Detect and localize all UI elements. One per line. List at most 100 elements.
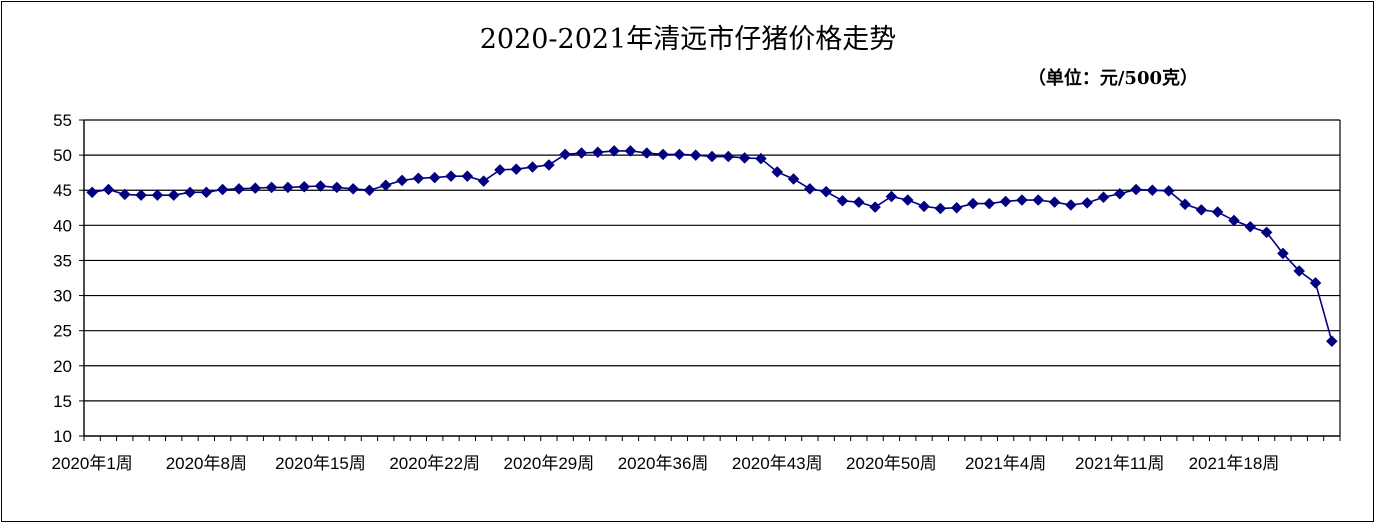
data-point [412,172,425,185]
data-point [722,150,735,163]
data-point [1113,187,1126,200]
data-point [86,186,99,199]
data-point [983,197,996,210]
data-point [233,182,245,195]
data-point [461,170,474,183]
data-point [624,145,637,157]
data-point [1097,191,1110,204]
y-tick-label-15: 15 [53,392,72,411]
y-tick-label-25: 25 [53,322,72,341]
x-tick-label: 2020年1周 [52,454,133,473]
x-tick-label: 2020年8周 [166,454,247,473]
data-point [787,173,800,185]
y-tick-label-45: 45 [53,181,72,200]
data-point [1195,204,1208,216]
data-point [885,190,898,203]
data-point [738,152,751,164]
data-point [869,201,881,213]
data-point [265,181,278,194]
data-point [1244,220,1257,233]
data-point [967,197,979,210]
data-point [282,181,294,194]
chart-title: 2020-2021年清远市仔猪价格走势 [480,24,897,55]
data-point [901,194,914,206]
data-point [184,186,196,199]
data-point [167,189,180,201]
y-axis-ticks: 10 15 20 25 30 35 40 45 50 55 [53,111,84,446]
data-point [510,163,523,176]
data-point [804,182,816,195]
plot-area [84,120,1340,436]
data-point [314,180,327,192]
data-point [118,188,131,201]
data-point [918,200,930,213]
data-point [347,182,359,195]
x-tick-label: 2020年29周 [504,454,595,473]
data-point [135,189,147,201]
data-point [755,152,767,165]
x-tick-label: 2020年22周 [389,454,480,473]
data-point [575,147,588,159]
data-point [445,170,457,183]
data-point [673,148,686,161]
data-point [1277,247,1289,260]
data-point [330,181,343,194]
axes [83,120,1341,437]
data-point [640,147,653,159]
y-tick-label-55: 55 [53,111,72,130]
data-point [249,182,262,194]
x-tick-label: 2020年50周 [846,454,937,473]
data-point [657,148,669,161]
data-point [1293,265,1306,277]
data-point [1048,196,1061,209]
y-tick-label-10: 10 [53,427,72,446]
data-point [1065,199,1077,211]
data-point [396,174,408,187]
x-tick-label: 2020年43周 [732,454,823,473]
data-point [1325,335,1338,348]
data-point [1032,194,1045,206]
gridlines [84,119,1340,402]
data-point [1309,277,1322,289]
x-tick-label: 2020年15周 [275,454,366,473]
data-point [934,202,947,215]
data-point [216,183,229,196]
data-point [689,149,702,161]
y-tick-label-35: 35 [53,251,72,270]
data-point [1179,198,1191,211]
y-tick-label-40: 40 [53,216,72,235]
data-point [1081,197,1094,209]
data-point [102,183,115,196]
data-point [852,196,865,209]
data-point [1130,183,1142,196]
data-point [428,171,441,184]
data-point [559,148,572,161]
data-point [706,150,718,163]
data-point [950,201,963,214]
data-point [298,180,311,193]
unit-label: （单位：元/500克） [1028,67,1198,89]
data-point [363,184,376,197]
x-tick-label: 2021年18周 [1189,454,1280,473]
data-point [1211,206,1224,218]
x-tick-label: 2020年36周 [618,454,709,473]
data-point [771,166,784,178]
series-markers [86,145,1338,348]
data-point [1016,194,1028,206]
data-point [151,189,164,201]
data-point [820,185,833,198]
y-tick-label-50: 50 [53,146,72,165]
data-point [591,146,604,159]
data-point [1162,185,1175,197]
data-point [836,194,849,207]
x-axis-ticks: 2020年1周 2020年8周 2020年15周 2020年22周 2020年29周 20… [52,436,1341,473]
data-point [543,159,555,171]
y-tick-label-20: 20 [53,357,72,376]
data-point [1260,226,1273,239]
data-point [494,164,506,176]
y-tick-label-30: 30 [53,287,72,306]
data-point [1146,184,1159,197]
data-point [477,175,490,187]
